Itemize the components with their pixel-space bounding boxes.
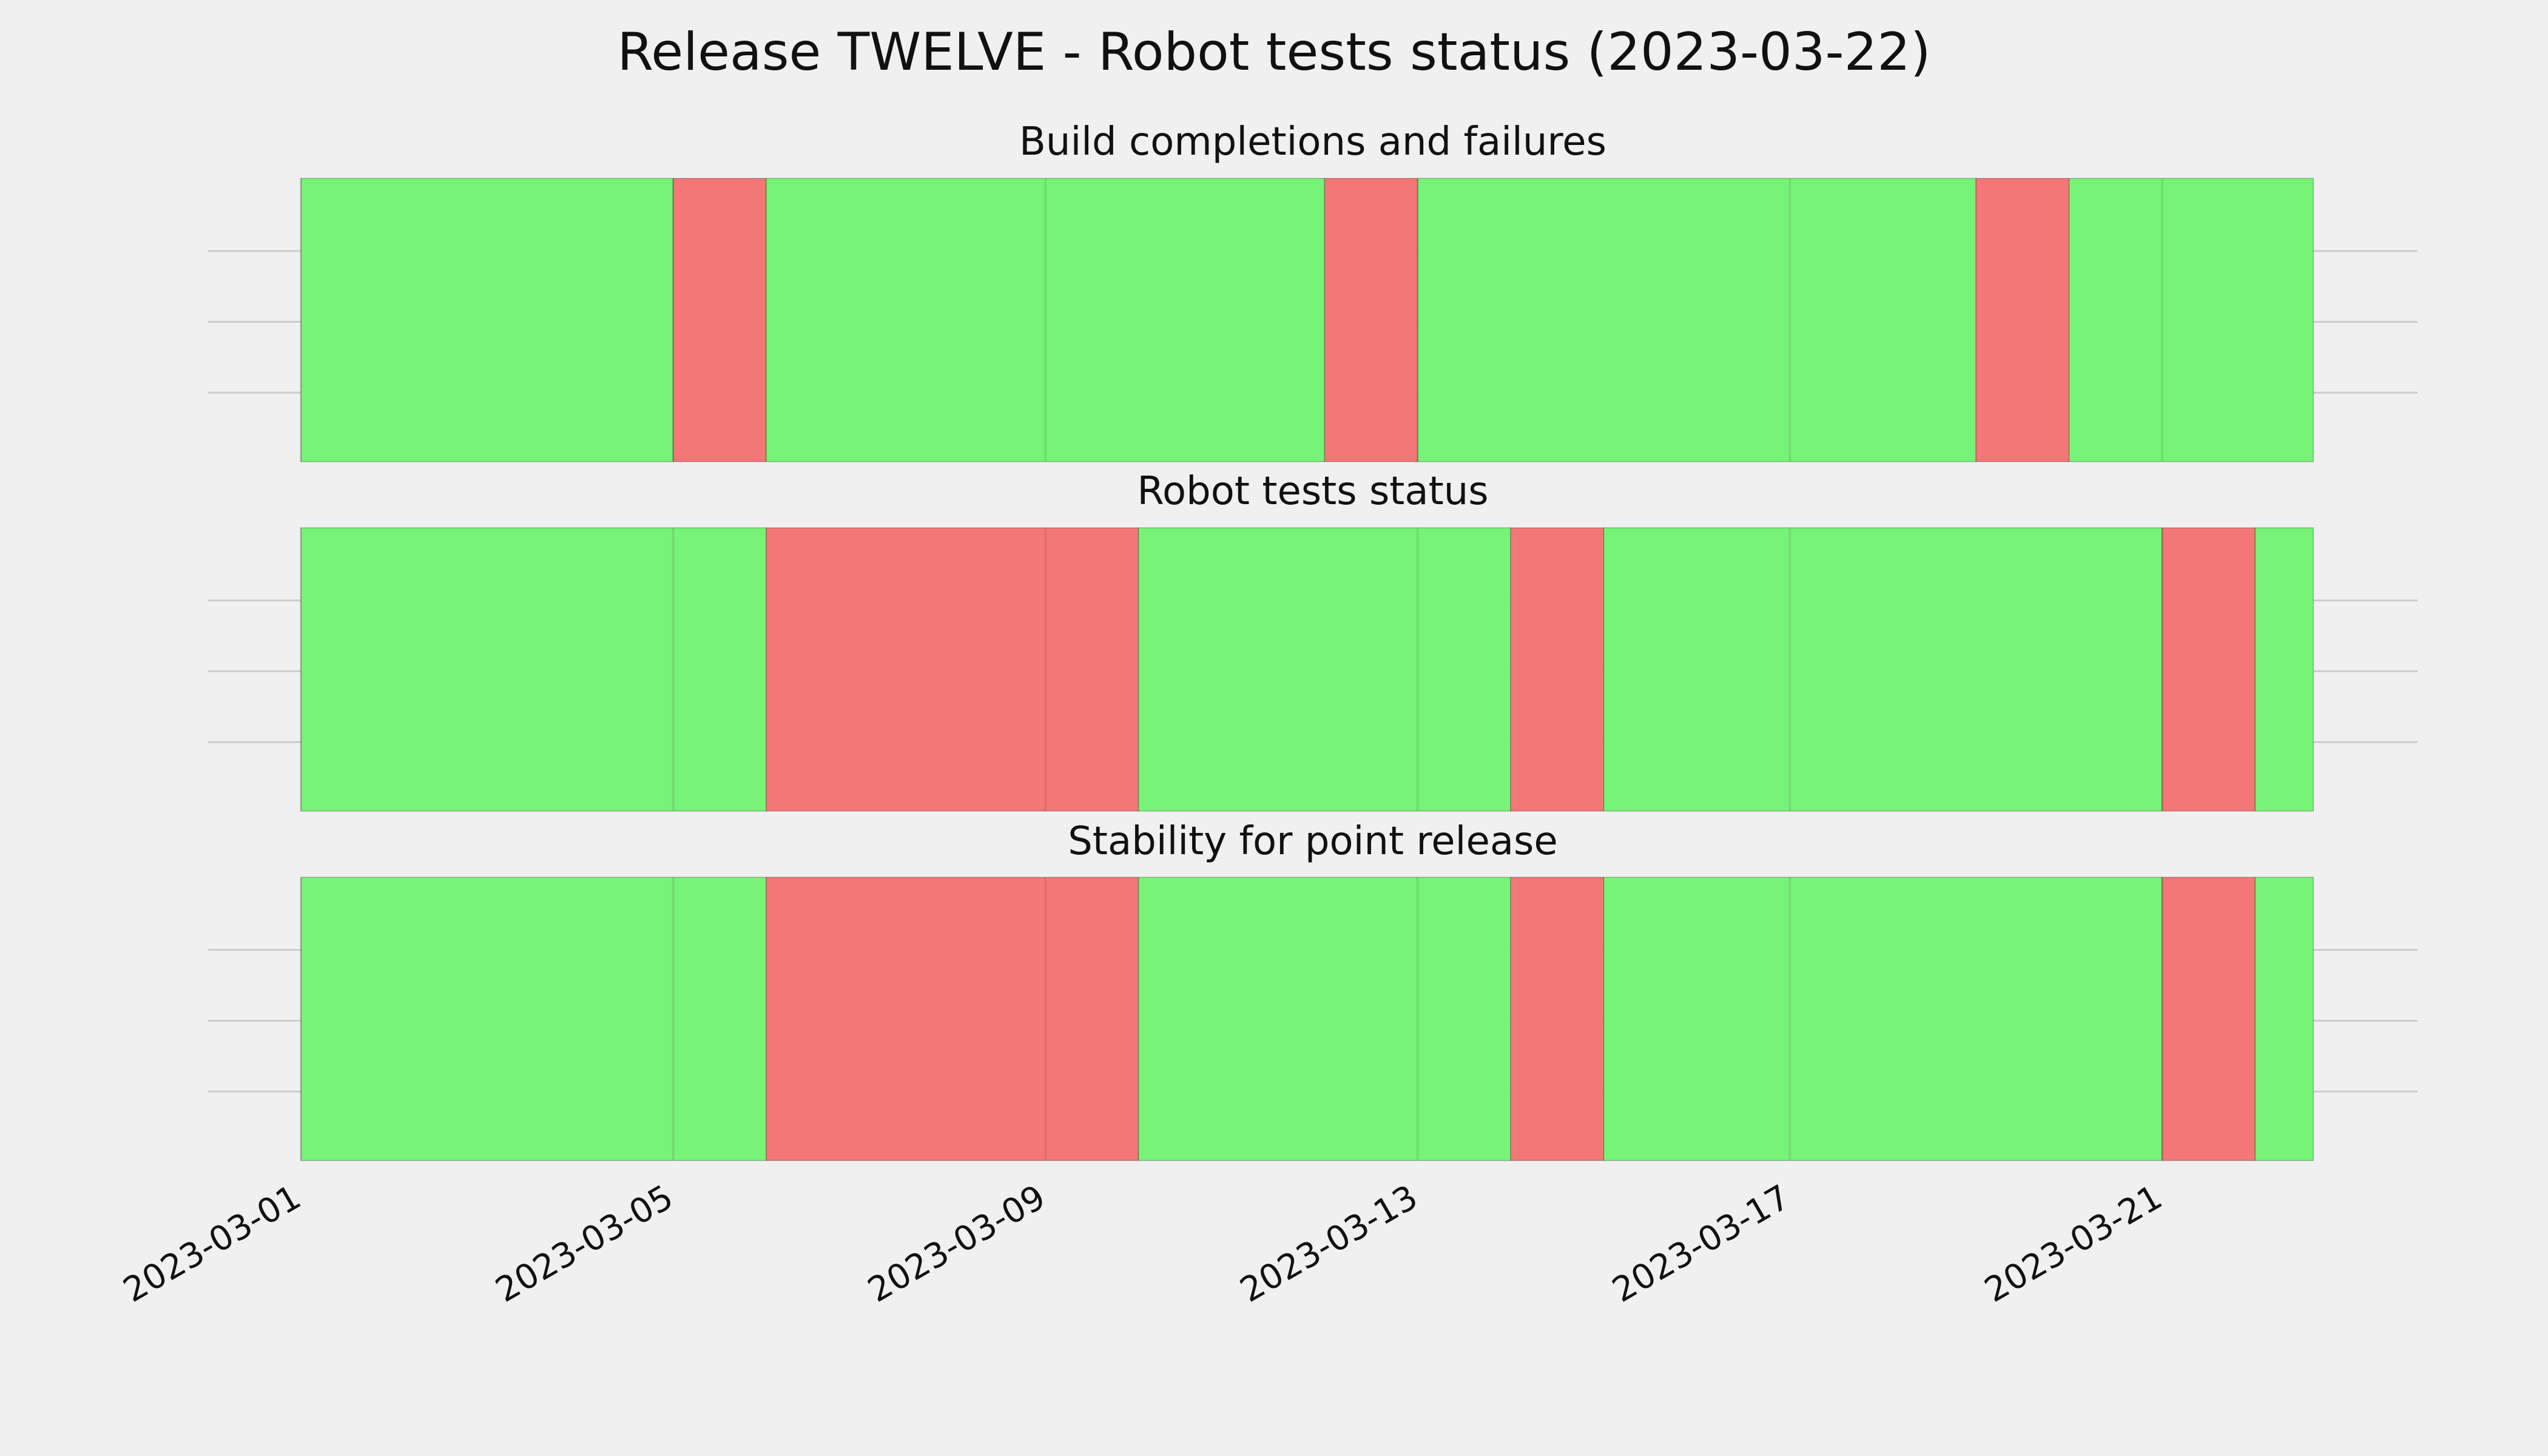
x-tick-label: 2023-03-21 (1978, 1178, 2169, 1310)
status-segment-ok (1603, 877, 2163, 1161)
chart-title: Release TWELVE - Robot tests status (202… (617, 22, 1930, 83)
x-tick-label: 2023-03-01 (117, 1178, 308, 1310)
status-segment-fail (2162, 877, 2256, 1161)
status-segment-fail (1975, 178, 2070, 462)
status-segment-fail (1324, 178, 1418, 462)
status-segment-ok (300, 527, 767, 812)
status-segment-fail (1510, 877, 1605, 1161)
status-segment-ok (300, 178, 674, 462)
panel-title: Build completions and failures (1019, 120, 1606, 164)
status-segment-ok (1138, 877, 1511, 1161)
status-segment-fail (766, 877, 1139, 1161)
status-segment-ok (1417, 178, 1977, 462)
x-tick-label: 2023-03-05 (489, 1178, 679, 1310)
status-segment-ok (1603, 527, 2163, 812)
status-segment-fail (672, 178, 767, 462)
status-segment-ok (1138, 527, 1511, 812)
panel-title: Stability for point release (1068, 819, 1558, 864)
x-axis-ticks: 2023-03-01 2023-03-05 2023-03-09 2023-03-13… (117, 1178, 2169, 1310)
panel-title: Robot tests status (1137, 469, 1488, 514)
status-segment-fail (766, 527, 1139, 812)
status-segment-ok (2068, 178, 2314, 462)
status-segment-fail (1510, 527, 1605, 812)
status-segment-ok (2254, 877, 2314, 1161)
panel-2: Robot tests status (208, 469, 2418, 812)
panel-1: Build completions and failures (208, 120, 2418, 462)
x-tick-label: 2023-03-13 (1233, 1178, 1424, 1310)
panels: Build completions and failures Robot test… (208, 120, 2418, 1161)
x-tick-label: 2023-03-09 (861, 1178, 1052, 1310)
status-segment-ok (766, 178, 1326, 462)
status-segment-ok (2254, 527, 2314, 812)
status-segment-ok (300, 877, 767, 1161)
x-tick-label: 2023-03-17 (1606, 1178, 1796, 1310)
panel-3: Stability for point release (208, 819, 2418, 1161)
status-segment-fail (2162, 527, 2256, 812)
